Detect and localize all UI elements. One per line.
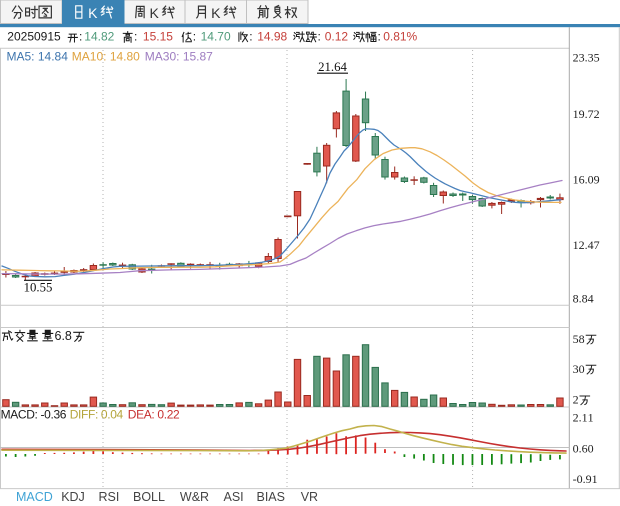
svg-text:K: K: [88, 5, 98, 21]
svg-text:BIAS: BIAS: [257, 490, 286, 504]
svg-text:6.8: 6.8: [55, 329, 72, 343]
svg-text:2: 2: [573, 393, 579, 407]
svg-text:14.98: 14.98: [257, 29, 287, 43]
svg-text:23.35: 23.35: [573, 51, 600, 65]
svg-text:8.84: 8.84: [573, 292, 594, 306]
svg-text:W&R: W&R: [180, 490, 209, 504]
svg-text:10.55: 10.55: [24, 281, 53, 295]
svg-text:14.70: 14.70: [201, 29, 231, 43]
svg-text:0.12: 0.12: [325, 29, 349, 43]
svg-text:0.60: 0.60: [573, 442, 594, 456]
svg-text:2.11: 2.11: [573, 410, 594, 424]
svg-text:MA5: 14.84: MA5: 14.84: [7, 50, 69, 64]
svg-text::: :: [193, 29, 196, 43]
svg-text::: :: [134, 29, 137, 43]
svg-text:MA30: 15.87: MA30: 15.87: [145, 50, 213, 64]
svg-text:0.81%: 0.81%: [383, 29, 417, 43]
svg-text:VR: VR: [301, 490, 318, 504]
svg-text::: :: [378, 29, 381, 43]
svg-text:RSI: RSI: [99, 490, 120, 504]
svg-text:12.47: 12.47: [573, 238, 600, 252]
svg-text:58: 58: [573, 332, 585, 346]
svg-text:19.72: 19.72: [573, 107, 600, 121]
svg-text:16.09: 16.09: [573, 173, 600, 187]
svg-text:DIFF: 0.04: DIFF: 0.04: [70, 408, 124, 422]
svg-text::: :: [318, 29, 321, 43]
svg-text:MACD: MACD: [16, 490, 53, 504]
svg-text:30: 30: [573, 362, 585, 376]
svg-text::: :: [249, 29, 252, 43]
svg-text:20250915: 20250915: [7, 29, 61, 43]
svg-text:BOLL: BOLL: [133, 490, 165, 504]
svg-text::: :: [79, 29, 82, 43]
svg-text:21.64: 21.64: [318, 60, 347, 74]
svg-text:MA10: 14.80: MA10: 14.80: [72, 50, 140, 64]
svg-text:DEA: 0.22: DEA: 0.22: [128, 408, 180, 422]
svg-text:MACD: -0.36: MACD: -0.36: [1, 408, 67, 422]
svg-text:15.15: 15.15: [143, 29, 173, 43]
svg-text:14.82: 14.82: [84, 29, 114, 43]
svg-text:K: K: [150, 5, 160, 21]
svg-text:K: K: [211, 5, 221, 21]
svg-text:ASI: ASI: [224, 490, 244, 504]
svg-text:-0.91: -0.91: [573, 472, 598, 486]
svg-text:KDJ: KDJ: [61, 490, 85, 504]
